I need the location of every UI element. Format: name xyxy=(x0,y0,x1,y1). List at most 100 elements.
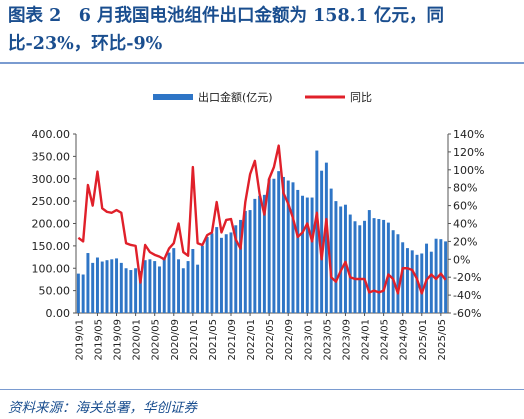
bar xyxy=(243,210,247,313)
y-right-tick-label: 40% xyxy=(453,218,477,231)
y-right-tick-label: 0% xyxy=(453,253,470,266)
y-left-tick-label: 50.00 xyxy=(39,285,71,298)
bar xyxy=(415,254,419,313)
bar xyxy=(148,259,152,313)
bar xyxy=(138,270,142,313)
y-right-tick-label: 80% xyxy=(453,182,477,195)
bar xyxy=(391,230,395,313)
bar xyxy=(429,251,433,313)
legend-swatch-bar xyxy=(153,94,193,100)
chart-canvas: 出口金额(亿元) 同比 0.00 50.00 100.00 150.00 200.00 2… xyxy=(32,90,485,361)
y-left-tick-label: 150.00 xyxy=(32,240,71,253)
x-tick-label: 2023/01 xyxy=(303,319,314,361)
bar xyxy=(343,204,347,313)
bar xyxy=(76,273,80,313)
x-tick-label: 2025/01 xyxy=(418,319,429,361)
y-right-tick-label: -20% xyxy=(453,271,481,284)
bar xyxy=(86,253,90,313)
bar xyxy=(291,182,295,313)
bar xyxy=(405,248,409,313)
y-left-tick-label: 200.00 xyxy=(32,218,71,231)
bar-series xyxy=(76,150,448,313)
legend-label-bar: 出口金额(亿元) xyxy=(198,90,273,104)
y-right-tick-label: -40% xyxy=(453,289,481,302)
bar xyxy=(157,266,161,313)
y-left-tick-label: 100.00 xyxy=(32,262,71,275)
figure-source: 资料来源：海关总署，华创证券 xyxy=(8,400,197,416)
y-left-tick-label: 0.00 xyxy=(46,307,71,320)
bar xyxy=(439,239,443,313)
bar xyxy=(219,237,223,313)
line-series xyxy=(77,144,447,295)
y-right-tick-label: 140% xyxy=(453,128,484,141)
bar xyxy=(81,274,85,313)
bar xyxy=(248,210,252,313)
bar xyxy=(315,150,319,313)
y-right-tick-label: 20% xyxy=(453,235,477,248)
bar xyxy=(119,262,123,313)
bar xyxy=(239,219,243,313)
bar xyxy=(253,198,257,313)
bar xyxy=(205,236,209,313)
bar xyxy=(258,195,262,313)
bar xyxy=(377,219,381,313)
bar xyxy=(324,162,328,313)
bar xyxy=(124,268,128,313)
bar xyxy=(110,259,114,313)
bar xyxy=(95,257,99,313)
bar xyxy=(167,252,171,313)
bar xyxy=(286,180,290,313)
yoy-line xyxy=(77,144,447,295)
x-tick-label: 2020/05 xyxy=(151,319,162,361)
bar xyxy=(229,232,233,313)
bar xyxy=(420,253,424,313)
bar xyxy=(143,260,147,313)
bar xyxy=(444,241,448,313)
bar xyxy=(210,233,214,313)
x-tick-label: 2025/05 xyxy=(437,319,448,361)
x-tick-label: 2024/09 xyxy=(399,319,410,361)
bar xyxy=(272,178,276,313)
bar xyxy=(353,221,357,313)
bar xyxy=(91,262,95,313)
legend-label-line: 同比 xyxy=(350,91,372,104)
bar xyxy=(134,268,138,313)
bar xyxy=(386,222,390,313)
bar xyxy=(396,234,400,313)
bar xyxy=(372,218,376,313)
x-tick-label: 2022/09 xyxy=(284,319,295,361)
bar xyxy=(215,227,219,313)
bar xyxy=(334,201,338,313)
bar xyxy=(305,197,309,313)
bar xyxy=(153,261,157,313)
bar xyxy=(401,242,405,313)
bar xyxy=(296,189,300,313)
x-tick-label: 2024/05 xyxy=(380,319,391,361)
bar xyxy=(100,261,104,313)
title-divider xyxy=(0,62,524,64)
bar xyxy=(348,214,352,313)
bar xyxy=(434,238,438,313)
bar xyxy=(172,248,176,313)
bar xyxy=(320,170,324,313)
x-tick-label: 2023/05 xyxy=(322,319,333,361)
source-divider xyxy=(0,389,524,390)
chart-legend: 出口金额(亿元) 同比 xyxy=(153,90,372,104)
x-tick-label: 2019/05 xyxy=(93,319,104,361)
bar xyxy=(267,178,271,313)
x-tick-label: 2022/01 xyxy=(246,319,257,361)
y-left-tick-label: 250.00 xyxy=(32,195,71,208)
x-tick-label: 2024/01 xyxy=(361,319,372,361)
figure-title: 图表 2 6 月我国电池组件出口金额为 158.1 亿元，同比-23%，环比-9… xyxy=(8,6,445,54)
bar xyxy=(367,210,371,313)
x-tick-label: 2021/01 xyxy=(189,319,200,361)
y-right-tick-label: 120% xyxy=(453,146,484,159)
x-tick-label: 2021/05 xyxy=(208,319,219,361)
x-tick-label: 2022/05 xyxy=(265,319,276,361)
bar xyxy=(177,259,181,313)
bar xyxy=(234,225,238,313)
bar xyxy=(262,194,266,313)
y-left-tick-label: 400.00 xyxy=(32,128,71,141)
bar xyxy=(310,197,314,313)
bar xyxy=(181,268,185,313)
